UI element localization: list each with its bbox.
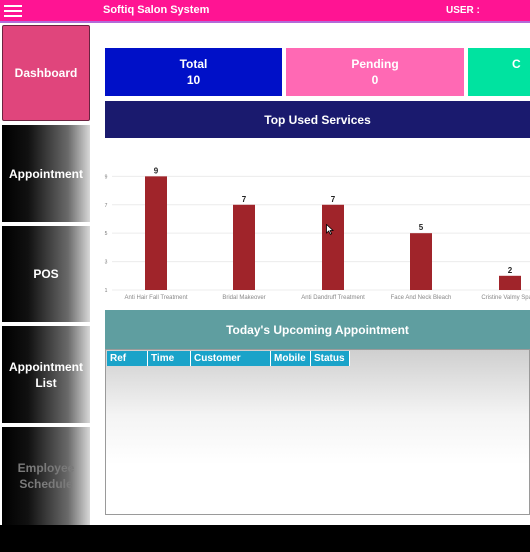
data-label: 7 [242, 195, 247, 204]
top-header-bar: Softiq Salon System USER : [0, 0, 530, 21]
bar [499, 275, 521, 290]
top-services-header: Top Used Services [105, 101, 530, 138]
total-card[interactable]: Total 10 [105, 48, 282, 96]
mouse-cursor-icon [326, 224, 334, 235]
completed-card-label: C [512, 57, 521, 71]
column-header-customer[interactable]: Customer [191, 351, 271, 366]
category-label: Face And Neck Bleach [391, 295, 452, 301]
y-tick-label: 9 [105, 174, 108, 180]
hamburger-menu-icon[interactable] [4, 4, 22, 17]
data-label: 2 [508, 266, 513, 275]
pending-card[interactable]: Pending 0 [286, 48, 464, 96]
user-label: USER : [446, 5, 480, 16]
category-label: Bridal Makeover [222, 295, 265, 301]
sidebar: Dashboard Appointment POS Appointment Li… [0, 23, 92, 525]
pending-card-label: Pending [351, 57, 399, 71]
y-tick-label: 5 [105, 231, 108, 237]
sidebar-item-appointment[interactable]: Appointment [2, 125, 90, 222]
app-title: Softiq Salon System [103, 4, 210, 16]
top-services-chart: 1 3 5 7 9 9 Anti Hair Fall Treatment 7 Bridal Ma… [92, 155, 530, 307]
sidebar-item-pos[interactable]: POS [2, 226, 90, 322]
sidebar-item-appointment-list[interactable]: Appointment List [2, 326, 90, 423]
data-label: 5 [419, 223, 424, 232]
sidebar-item-label: POS [33, 267, 59, 281]
upcoming-header: Today's Upcoming Appointment [105, 310, 530, 349]
completed-card[interactable]: C [468, 48, 530, 96]
y-tick-label: 1 [105, 288, 108, 294]
sidebar-item-label: Dashboard [14, 66, 78, 80]
category-label: Anti Dandruff Treatment [301, 295, 365, 301]
y-tick-label: 7 [105, 203, 108, 209]
column-header-status[interactable]: Status [311, 351, 350, 366]
category-label: Anti Hair Fall Treatment [124, 295, 187, 301]
header-underline [0, 21, 530, 23]
sidebar-item-label: Appointment List [9, 359, 83, 390]
column-header-time[interactable]: Time [148, 351, 191, 366]
bar-chart-svg: 1 3 5 7 9 9 Anti Hair Fall Treatment 7 Bridal Ma… [105, 166, 530, 301]
total-card-value: 10 [186, 73, 201, 87]
data-label: 9 [154, 166, 159, 175]
column-header-mobile[interactable]: Mobile [271, 351, 311, 366]
sidebar-item-dashboard[interactable]: Dashboard [2, 25, 90, 121]
bar [233, 204, 255, 290]
column-header-ref[interactable]: Ref [107, 351, 148, 366]
sidebar-item-label: Employee Schedule [17, 461, 75, 491]
upcoming-title: Today's Upcoming Appointment [226, 322, 409, 337]
total-card-label: Total [179, 57, 208, 71]
sidebar-item-employee-schedule[interactable]: Employee Schedule [2, 427, 90, 525]
data-label: 7 [331, 195, 336, 204]
y-tick-label: 3 [105, 260, 108, 266]
bar [145, 176, 167, 290]
main-content: Total 10 Pending 0 C Top Used Services 1… [92, 23, 530, 525]
category-label: Cristine Valmy Spa M [481, 295, 530, 301]
top-services-title: Top Used Services [264, 112, 371, 127]
upcoming-table: Ref Time Customer Mobile Status [105, 349, 530, 515]
pending-card-value: 0 [371, 73, 379, 87]
bottom-bar [0, 525, 530, 552]
bar [322, 204, 344, 290]
sidebar-item-label: Appointment [9, 166, 83, 181]
bar [410, 233, 432, 290]
